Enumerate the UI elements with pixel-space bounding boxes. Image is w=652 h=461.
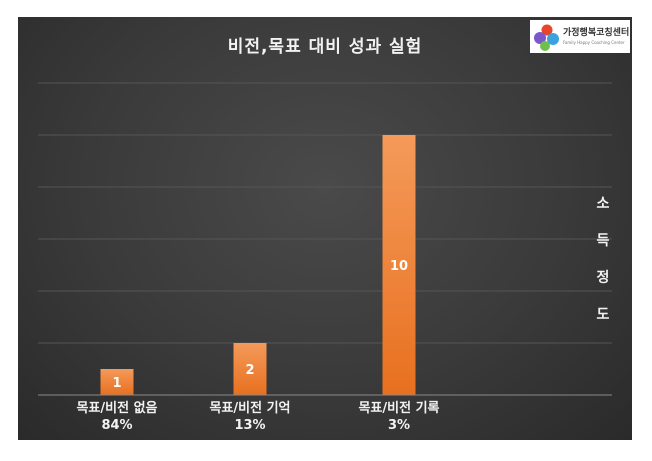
category-label: 목표/비전 기억 13% (175, 400, 325, 434)
family-logo-icon (534, 24, 559, 51)
category-name: 목표/비전 기억 (209, 401, 291, 416)
y-axis-label-char: 득 (596, 233, 610, 249)
y-axis-label-char: 소 (596, 196, 610, 212)
logo-name: 가정행복코칭센터 (563, 28, 630, 38)
category-percentage: 84% (101, 418, 133, 433)
bar (233, 343, 267, 395)
category-name: 목표/비전 기록 (358, 401, 440, 416)
y-axis-label-char: 도 (596, 307, 610, 323)
data-label: 2 (245, 363, 254, 378)
plot: 1 2 10 (38, 82, 612, 396)
y-axis-label-char: 정 (596, 270, 610, 286)
bar (382, 135, 416, 395)
category-percentage: 3% (387, 418, 411, 433)
category-label: 목표/비전 기록 3% (324, 400, 474, 434)
category-percentage: 13% (234, 418, 266, 433)
chart-area: 비전,목표 대비 성과 실험 가정행복코칭센터 Family Happy Coa… (18, 17, 632, 440)
bars: 1 2 10 (100, 135, 416, 395)
data-label: 1 (112, 376, 121, 391)
chart-title: 비전,목표 대비 성과 실험 (227, 37, 423, 57)
gridlines (38, 82, 612, 344)
category-label: 목표/비전 없음 84% (42, 400, 192, 434)
logo-subtitle: Family Happy Coaching Center (563, 40, 625, 45)
bar (100, 369, 134, 395)
data-label: 10 (390, 259, 408, 274)
category-name: 목표/비전 없음 (76, 401, 158, 416)
logo: 가정행복코칭센터 Family Happy Coaching Center (530, 20, 630, 53)
